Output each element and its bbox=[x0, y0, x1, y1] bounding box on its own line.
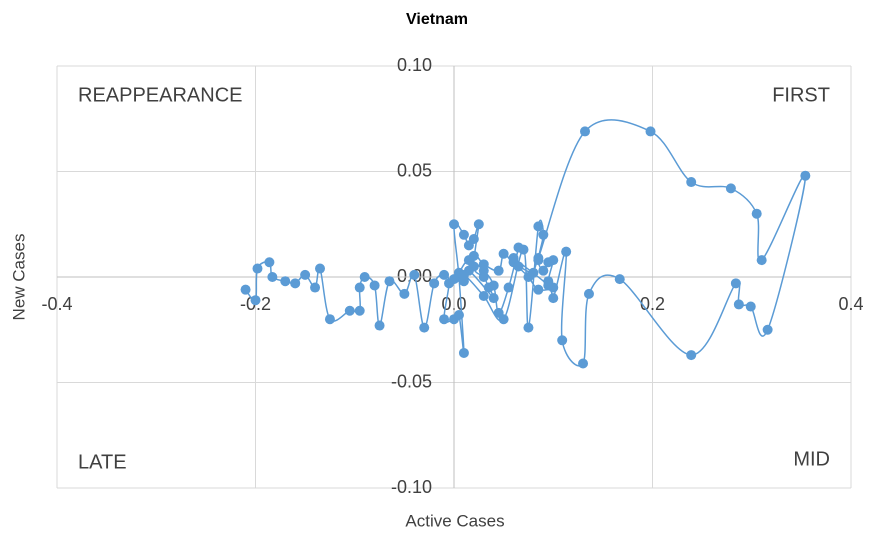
data-point bbox=[533, 221, 544, 232]
y-tick-label: -0.10 bbox=[391, 477, 432, 497]
data-point bbox=[645, 126, 656, 137]
data-point bbox=[250, 295, 261, 306]
data-point bbox=[498, 314, 509, 325]
data-point bbox=[725, 183, 736, 194]
data-point bbox=[449, 274, 459, 285]
data-point bbox=[439, 269, 450, 280]
data-point bbox=[583, 288, 594, 299]
data-point bbox=[458, 347, 469, 358]
data-point bbox=[686, 350, 697, 361]
data-point bbox=[300, 269, 311, 280]
x-tick-label: 0.2 bbox=[640, 294, 665, 314]
y-tick-label: 0.10 bbox=[397, 55, 432, 75]
y-axis-title: New Cases bbox=[9, 234, 28, 321]
quadrant-label: FIRST bbox=[772, 84, 830, 106]
data-point bbox=[493, 265, 504, 276]
data-point bbox=[488, 280, 499, 291]
data-point bbox=[458, 229, 469, 240]
data-point bbox=[240, 284, 251, 295]
x-tick-label: 0.4 bbox=[838, 294, 863, 314]
data-point bbox=[324, 314, 335, 325]
data-point bbox=[267, 272, 278, 282]
data-point bbox=[523, 322, 534, 333]
quadrant-label: REAPPEARANCE bbox=[78, 84, 243, 106]
data-point bbox=[513, 261, 524, 272]
data-point bbox=[359, 272, 370, 282]
data-point bbox=[745, 301, 756, 312]
data-point bbox=[449, 219, 459, 230]
data-point bbox=[419, 322, 430, 333]
data-point bbox=[453, 309, 464, 320]
quadrant-label: MID bbox=[793, 448, 830, 470]
data-point bbox=[580, 126, 591, 137]
data-point bbox=[538, 265, 549, 276]
data-point bbox=[384, 276, 395, 287]
data-point bbox=[751, 208, 762, 219]
data-point bbox=[533, 253, 544, 264]
x-tick-label: -0.4 bbox=[41, 294, 72, 314]
data-point bbox=[310, 282, 321, 293]
data-point bbox=[733, 299, 744, 310]
data-point bbox=[315, 263, 326, 274]
data-point bbox=[503, 282, 514, 293]
data-point bbox=[409, 269, 420, 280]
data-point bbox=[369, 280, 380, 291]
data-point bbox=[557, 335, 568, 346]
data-point bbox=[290, 278, 301, 289]
data-point bbox=[508, 253, 519, 264]
data-point bbox=[538, 229, 549, 240]
data-point bbox=[730, 278, 741, 289]
data-point bbox=[548, 255, 559, 266]
data-point bbox=[762, 324, 773, 335]
data-point bbox=[528, 267, 539, 278]
data-point bbox=[280, 276, 291, 287]
data-point bbox=[473, 219, 484, 230]
data-point bbox=[399, 288, 410, 299]
data-point bbox=[344, 305, 355, 316]
chart-title: Vietnam bbox=[406, 11, 468, 28]
data-point bbox=[543, 280, 554, 291]
y-tick-label: -0.05 bbox=[391, 371, 432, 391]
data-point bbox=[686, 177, 697, 188]
data-point bbox=[463, 255, 474, 266]
data-point bbox=[354, 305, 365, 316]
data-point bbox=[478, 265, 489, 276]
data-point bbox=[800, 170, 811, 181]
data-point bbox=[429, 278, 440, 289]
data-point bbox=[614, 274, 625, 285]
data-point bbox=[374, 320, 385, 331]
data-point bbox=[458, 269, 469, 280]
data-point bbox=[478, 290, 489, 301]
data-point bbox=[756, 255, 767, 266]
data-point bbox=[533, 284, 544, 295]
data-point bbox=[548, 293, 559, 304]
data-point bbox=[468, 234, 479, 245]
data-point bbox=[518, 244, 529, 255]
y-tick-label: 0.05 bbox=[397, 160, 432, 180]
data-point bbox=[439, 314, 450, 325]
data-point bbox=[488, 293, 499, 304]
data-point bbox=[252, 263, 263, 274]
data-point bbox=[498, 248, 509, 259]
x-axis-title: Active Cases bbox=[405, 511, 504, 530]
quadrant-label: LATE bbox=[78, 451, 127, 473]
data-point bbox=[561, 246, 572, 257]
data-point bbox=[578, 358, 589, 369]
data-point bbox=[354, 282, 365, 293]
data-point bbox=[264, 257, 275, 268]
